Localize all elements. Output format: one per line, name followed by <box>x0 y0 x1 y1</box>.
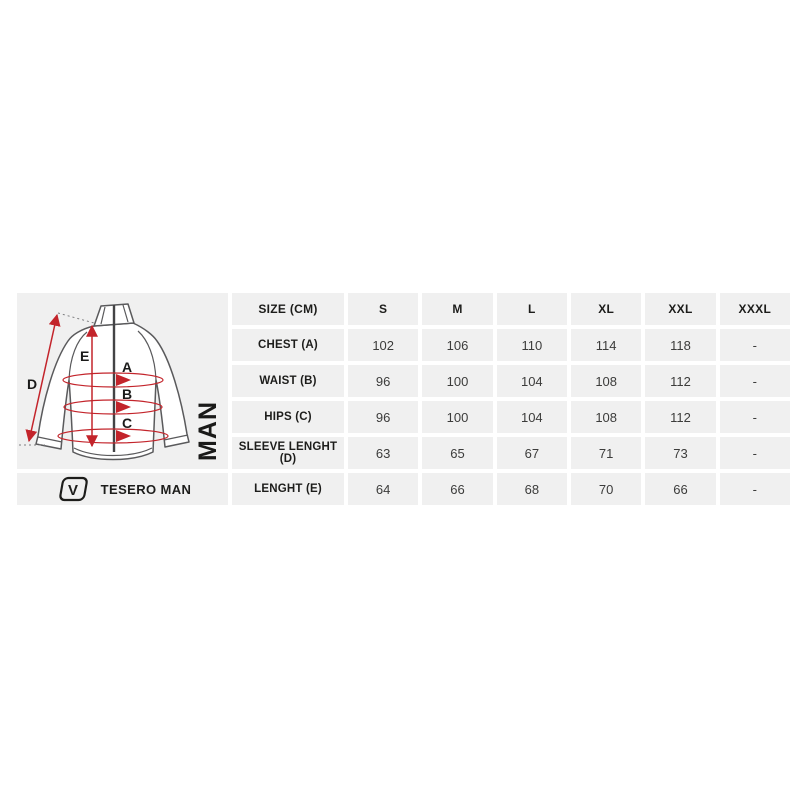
table-cell: 68 <box>496 473 567 505</box>
measure-label-a: A <box>122 359 132 375</box>
table-cell: 102 <box>348 329 419 361</box>
brand-name: TESERO MAN <box>100 481 192 497</box>
measure-label-c: C <box>122 415 132 431</box>
measure-arrowhead-c <box>116 430 131 442</box>
table-cell: 108 <box>571 365 642 397</box>
measure-ellipse-c <box>57 428 169 444</box>
table-cell: 96 <box>348 365 419 397</box>
gender-label: MAN <box>194 401 222 461</box>
table-cell: 112 <box>645 365 716 397</box>
measure-arrowhead-b <box>116 401 131 413</box>
jacket-right-cuff-line <box>163 434 189 441</box>
table-cell: 104 <box>496 401 567 433</box>
table-cell: 106 <box>422 329 493 361</box>
measure-label-e: E <box>80 348 89 364</box>
column-header-s: S <box>348 293 419 325</box>
table-cell: - <box>719 401 790 433</box>
column-header-m: M <box>422 293 493 325</box>
table-cell: 104 <box>496 365 567 397</box>
measure-arrowhead-a <box>116 374 131 386</box>
column-header-xxl: XXL <box>645 293 716 325</box>
jacket-diagram-panel: D E A B C MAN <box>17 293 228 469</box>
brand-logo-letter: V <box>68 482 78 499</box>
brand-row: V TESERO MAN <box>17 473 228 505</box>
table-cell: 64 <box>348 473 419 505</box>
table-cell: 63 <box>348 437 419 469</box>
column-header-size: SIZE (CM) <box>232 293 344 325</box>
table-cell: 70 <box>571 473 642 505</box>
row-header-sleeve-lenght: SLEEVE LENGHT (D) <box>232 437 344 469</box>
brand-logo-icon: V <box>58 476 88 502</box>
jacket-illustration: D E A B C <box>19 303 190 461</box>
row-header-hips: HIPS (C) <box>232 401 344 433</box>
jacket-hem-line <box>73 447 153 457</box>
table-cell: 73 <box>645 437 716 469</box>
table-cell: 66 <box>422 473 493 505</box>
size-table: SIZE (CM) S M L XL XXL XXXL CHEST (A) 10… <box>232 293 790 505</box>
table-cell: 65 <box>422 437 493 469</box>
jacket-right-seam <box>137 330 157 381</box>
table-cell: 108 <box>571 401 642 433</box>
measure-arrow-d <box>25 313 61 443</box>
table-cell: 71 <box>571 437 642 469</box>
table-cell: 66 <box>645 473 716 505</box>
table-cell: - <box>719 473 790 505</box>
row-header-chest: CHEST (A) <box>232 329 344 361</box>
jacket-left-seam <box>68 331 88 381</box>
column-header-xl: XL <box>571 293 642 325</box>
table-cell: 100 <box>422 365 493 397</box>
row-header-lenght: LENGHT (E) <box>232 473 344 505</box>
measure-label-b: B <box>122 386 132 402</box>
guide-dash-top <box>57 312 95 324</box>
table-cell: 96 <box>348 401 419 433</box>
column-header-xxxl: XXXL <box>719 293 790 325</box>
row-header-waist: WAIST (B) <box>232 365 344 397</box>
jacket-collar-seams <box>100 304 129 325</box>
table-cell: - <box>719 329 790 361</box>
table-cell: 114 <box>571 329 642 361</box>
table-cell: 118 <box>645 329 716 361</box>
measure-label-d: D <box>27 376 37 392</box>
measure-ellipse-b <box>63 399 163 415</box>
table-cell: - <box>719 437 790 469</box>
table-cell: 100 <box>422 401 493 433</box>
table-cell: - <box>719 365 790 397</box>
column-header-l: L <box>496 293 567 325</box>
table-cell: 67 <box>496 437 567 469</box>
table-cell: 110 <box>496 329 567 361</box>
measure-ellipse-a <box>62 372 164 388</box>
table-cell: 112 <box>645 401 716 433</box>
